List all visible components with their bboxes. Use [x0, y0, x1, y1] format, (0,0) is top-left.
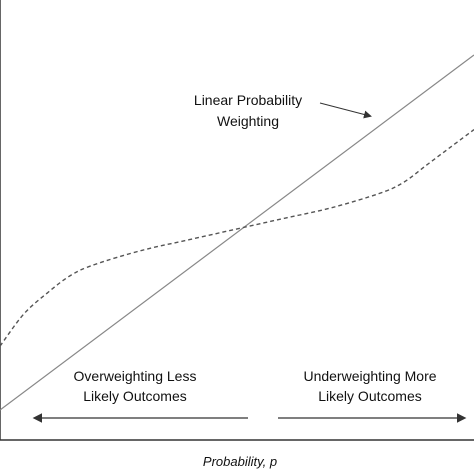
- overweighting-label-line-2: Likely Outcomes: [83, 388, 186, 404]
- linear-label-arrow: [319, 102, 372, 119]
- probability-weighting-curve: [0, 129, 474, 347]
- linear-label-line-2: Weighting: [217, 113, 279, 129]
- underweighting-label-line-2: Likely Outcomes: [318, 388, 421, 404]
- linear-weighting-line: [0, 54, 474, 411]
- x-axis-label: Probability, p: [203, 454, 277, 469]
- overweighting-label-line-1: Overweighting Less: [74, 368, 197, 384]
- underweighting-label-line-1: Underweighting More: [303, 368, 436, 384]
- linear-label-line-1: Linear Probability: [194, 92, 302, 108]
